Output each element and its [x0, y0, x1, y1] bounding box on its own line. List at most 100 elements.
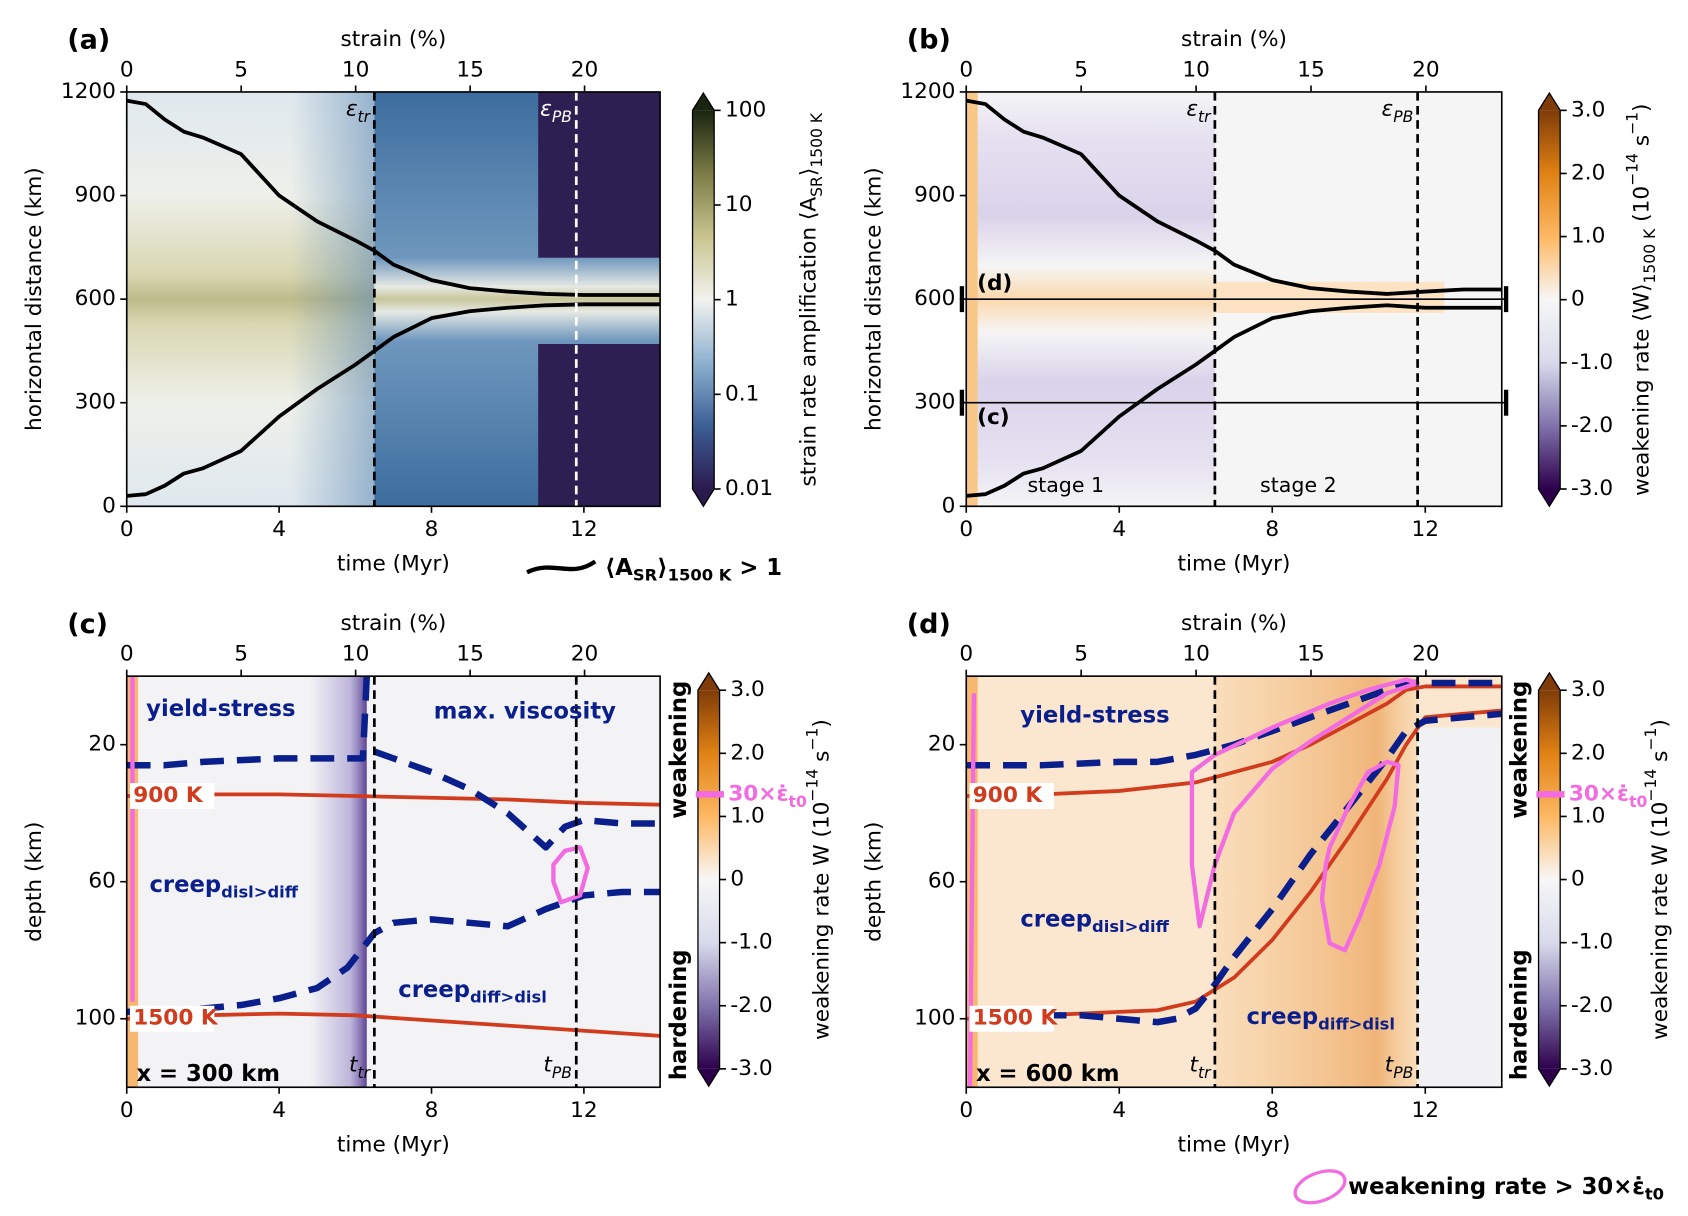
text-part: ⟨A — [605, 554, 633, 580]
text-part: > 1 — [731, 554, 782, 580]
text-part: PB — [552, 1064, 572, 1082]
colorbar — [692, 110, 715, 489]
x2-tick-label: 20 — [571, 57, 599, 82]
text-part: SR — [633, 565, 658, 584]
x-tick-label: 8 — [1265, 517, 1279, 542]
series-line — [966, 98, 1502, 296]
series-line — [126, 676, 371, 769]
text-part: s — [1629, 135, 1654, 153]
y-tick-label: 100 — [914, 1006, 955, 1031]
panel: εtr εPB(d)(c)stage 1 stage 20 4 8 120 5 10 15 200… — [861, 25, 1658, 577]
x-tick-label: 4 — [272, 1098, 286, 1123]
colorbar-tick-label: 3.0 — [1571, 677, 1605, 702]
y-tick-label: 900 — [914, 183, 955, 208]
text-part: ) — [1629, 104, 1654, 112]
y-tick-label: 0 — [942, 493, 956, 518]
x2-tick-label: 15 — [1297, 642, 1325, 667]
panel-label: (d) — [907, 609, 951, 640]
y-tick-label: 300 — [75, 390, 116, 415]
x-tick-label: 8 — [1265, 1098, 1279, 1123]
line-label: 1500 K — [973, 1006, 1059, 1031]
text-part: t0 — [789, 792, 807, 810]
heatmap-shade — [538, 91, 661, 258]
series-line — [373, 748, 661, 851]
plot-area — [126, 91, 661, 507]
colorbar-tick-label: 1.0 — [730, 803, 764, 828]
x-tick-label: 0 — [120, 1098, 134, 1123]
series-line — [1189, 677, 1420, 929]
series-line — [1042, 710, 1502, 1026]
text-part: diff>disl — [470, 987, 547, 1006]
series-line — [126, 1011, 661, 1038]
line-label: 900 K — [133, 783, 204, 808]
x2-tick-label: 5 — [1074, 57, 1088, 82]
side-label: hardening — [666, 949, 692, 1080]
text-part: creep — [149, 871, 221, 897]
x-tick-label: 4 — [1112, 517, 1126, 542]
text-part: ε — [1186, 96, 1198, 121]
colorbar-tick-label: -2.0 — [730, 993, 772, 1018]
text-part: PB — [1393, 107, 1413, 125]
colorbar-tick-label: 0 — [730, 867, 744, 892]
series-line — [126, 792, 661, 807]
annotation: creepdisl>diff — [1020, 906, 1169, 936]
colorbar-tick-label: -1.0 — [1571, 350, 1613, 375]
text-part: ε — [540, 96, 552, 121]
text-part: −1 — [1623, 112, 1641, 135]
annotation: stage 2 — [1260, 473, 1337, 497]
text-part: 30 — [1569, 781, 1599, 806]
colorbar-tick-label: -1.0 — [1571, 930, 1613, 955]
colorbar-tick-label: 2.0 — [1571, 160, 1605, 185]
x2-axis-label: strain (%) — [340, 27, 446, 52]
text-part: −14 — [803, 769, 821, 802]
x-axis-label: time (Myr) — [1178, 552, 1291, 577]
line-label-bg — [129, 783, 215, 810]
series-line — [126, 98, 661, 297]
text-part: weakening rate W (10 — [1648, 802, 1673, 1040]
x2-tick-label: 15 — [456, 642, 484, 667]
text-part: tr — [358, 107, 372, 125]
x-tick-label: 4 — [1112, 1098, 1126, 1123]
x2-tick-label: 10 — [1182, 642, 1210, 667]
text-part: ) — [809, 719, 834, 727]
x-tick-label: 0 — [959, 517, 973, 542]
text-part: disl>diff — [221, 882, 299, 901]
text-part: weakening rate ⟨W⟩ — [1629, 283, 1654, 495]
x-tick-label: 0 — [959, 1098, 973, 1123]
text-part: SR — [807, 176, 825, 197]
text-part: −14 — [1623, 153, 1641, 186]
text-part: tr — [1198, 1064, 1212, 1082]
annotation: x = 600 km — [976, 1061, 1120, 1087]
event-label: tPB — [543, 1053, 572, 1082]
y-tick-label: 60 — [88, 869, 116, 894]
series-line — [126, 888, 661, 1016]
series-line — [551, 845, 590, 905]
y-tick-label: 0 — [102, 493, 116, 518]
line-label-bg — [969, 1005, 1054, 1032]
text-part: −14 — [1642, 769, 1660, 802]
y-tick-label: 100 — [75, 1006, 116, 1031]
colorbar-tick-label: -1.0 — [730, 930, 772, 955]
event-label: εtr — [1186, 96, 1212, 125]
colorbar-tick-label: 1 — [725, 287, 739, 312]
y-tick-label: 20 — [88, 732, 116, 757]
line-label-bg — [129, 1005, 215, 1032]
colorbar-tick-label: 100 — [725, 97, 766, 122]
y-tick-label: 600 — [914, 286, 955, 311]
colorbar-label: weakening rate W (10−14 s−1) — [1642, 719, 1673, 1040]
text-part: ε — [346, 96, 358, 121]
x-tick-label: 4 — [272, 517, 286, 542]
text-part: 1500 K — [1640, 228, 1658, 284]
colorbar-tick-label: -2.0 — [1571, 413, 1613, 438]
y-tick-label: 300 — [914, 390, 955, 415]
colorbar-label: weakening rate ⟨W⟩1500 K (10−14 s−1) — [1623, 104, 1658, 496]
x2-tick-label: 0 — [959, 642, 973, 667]
line-label-bg — [969, 783, 1054, 810]
text-part: creep — [1246, 1003, 1318, 1029]
colorbar-tick-label: 3.0 — [730, 677, 764, 702]
x2-tick-label: 5 — [234, 57, 248, 82]
text-part: × — [758, 781, 776, 806]
text-part: creep — [1020, 906, 1092, 932]
